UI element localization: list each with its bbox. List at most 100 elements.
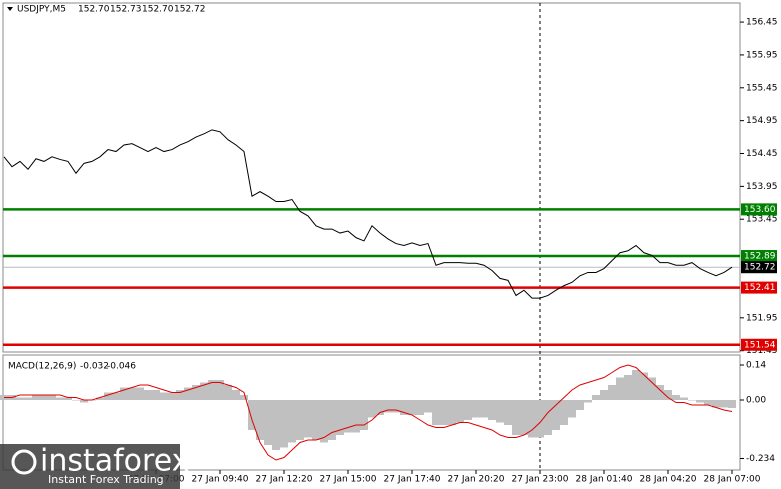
watermark-brand: instaforex	[40, 444, 189, 479]
macd-bar	[464, 400, 472, 420]
y-tick-label: 154.95	[746, 116, 778, 126]
macd-bar	[304, 400, 312, 438]
macd-bar	[560, 400, 568, 425]
menu-arrow	[7, 7, 13, 11]
macd-bar	[16, 397, 24, 400]
macd-bar	[456, 400, 464, 423]
macd-bar	[80, 400, 88, 403]
macd-title: MACD(12,26,9)	[8, 362, 76, 372]
ohlc-close: 152.72	[174, 5, 206, 15]
macd-bar	[664, 390, 672, 400]
macd-bar	[648, 377, 656, 400]
y-tick-label: -0.234	[746, 454, 775, 464]
y-tick-label: 154.45	[746, 149, 778, 159]
macd-bar	[448, 400, 456, 425]
macd-bar	[624, 375, 632, 400]
macd-bar	[176, 390, 184, 400]
macd-bar	[568, 400, 576, 418]
macd-bar	[232, 390, 240, 400]
macd-bar	[112, 392, 120, 400]
macd-bar	[376, 400, 384, 415]
macd-bar	[240, 395, 248, 400]
current-price-label: 152.72	[744, 263, 776, 273]
plot-layer: 156.45 155.95 155.45 154.95 154.45 153.95 153.…	[0, 18, 778, 485]
macd-bar	[584, 400, 592, 403]
x-tick-label: 27 Jan 17:40	[384, 475, 441, 485]
macd-bar	[640, 372, 648, 400]
macd-bar	[264, 400, 272, 445]
macd-bar	[224, 385, 232, 400]
level-box	[741, 338, 777, 351]
macd-bar	[592, 395, 600, 400]
macd-bar	[168, 392, 176, 400]
macd-bar	[384, 400, 392, 413]
level-box	[741, 250, 777, 263]
macd-bar	[352, 400, 360, 433]
y-tick-label: 155.45	[746, 83, 778, 93]
level-label: 152.89	[744, 252, 776, 262]
macd-bar	[512, 400, 520, 435]
watermark-logo	[11, 449, 37, 475]
macd-bar	[368, 400, 376, 418]
macd-bar	[160, 392, 168, 400]
macd-bar	[192, 385, 200, 400]
macd-bar	[136, 387, 144, 400]
y-tick-label: 0.00	[746, 396, 766, 406]
macd-bar	[96, 397, 104, 400]
macd-bar	[288, 400, 296, 443]
x-tick-label: 28 Jan 07:00	[704, 475, 761, 485]
y-tick-label: 151.95	[746, 313, 778, 323]
macd-bar	[256, 400, 264, 440]
ohlc-low: 152.70	[142, 5, 174, 15]
macd-bar	[488, 400, 496, 420]
macd-bar	[320, 400, 328, 443]
macd-bar	[496, 400, 504, 423]
macd-bar	[360, 400, 368, 430]
level-label: 153.60	[744, 205, 776, 215]
macd-bar	[280, 400, 288, 448]
level-label: 151.54	[744, 340, 776, 350]
y-tick-label: 0.14	[746, 361, 766, 371]
macd-bar	[536, 400, 544, 438]
macd-bar	[680, 397, 688, 400]
watermark-slogan: Instant Forex Trading	[48, 473, 164, 486]
macd-bar	[504, 400, 512, 425]
macd-bar	[528, 400, 536, 438]
macd-bar	[576, 400, 584, 410]
price-line	[3, 129, 733, 299]
macd-bar	[720, 400, 728, 408]
macd-bar	[672, 395, 680, 400]
macd-bar	[128, 387, 136, 400]
y-tick-label: 151.45	[746, 346, 778, 356]
macd-bar	[480, 400, 488, 418]
macd-bar	[544, 400, 552, 435]
macd-bar	[520, 400, 528, 435]
macd-bar	[432, 400, 440, 425]
macd-bar	[600, 390, 608, 400]
macd-bar	[152, 390, 160, 400]
macd-bar	[552, 400, 560, 430]
macd-bar	[416, 400, 424, 415]
level-box	[741, 203, 777, 216]
macd-bar	[24, 397, 32, 400]
macd-main-value: -0.032	[80, 362, 109, 372]
y-tick-label: 153.95	[746, 182, 778, 192]
macd-bar	[696, 400, 704, 403]
symbol: USDJPY,M5	[17, 5, 66, 15]
macd-bar	[712, 400, 720, 408]
macd-bar	[392, 400, 400, 413]
signal-line	[4, 364, 733, 461]
macd-bar	[472, 400, 480, 418]
macd-bar	[656, 385, 664, 400]
macd-bar	[72, 400, 80, 401]
level-box	[741, 281, 777, 294]
macd-bar	[312, 400, 320, 440]
macd-bar	[120, 387, 128, 400]
macd-bar	[408, 400, 416, 415]
macd-bar	[56, 397, 64, 400]
macd-bar	[608, 385, 616, 400]
macd-bar	[184, 387, 192, 400]
macd-bar	[336, 400, 344, 435]
macd-bar	[272, 400, 280, 450]
